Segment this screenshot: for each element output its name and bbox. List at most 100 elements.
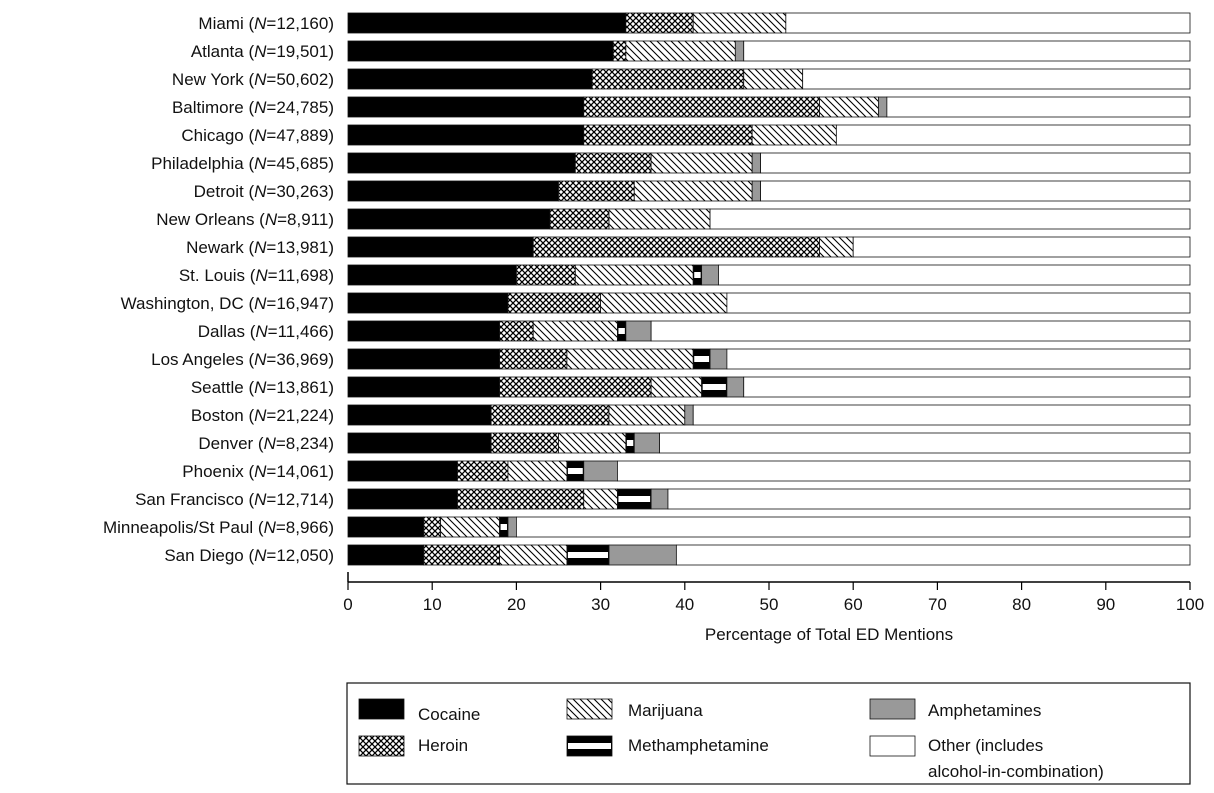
bar-segment-other: [726, 348, 1191, 370]
legend-swatch-amph: [869, 698, 916, 720]
category-label: Miami (N=12,160): [198, 14, 334, 33]
bar-segment-amph: [751, 152, 761, 174]
bar-segment-marijuana: [650, 152, 753, 174]
category-label: San Diego (N=12,050): [164, 546, 334, 565]
bar-segment-meth: [692, 348, 711, 370]
bar-segment-marijuana: [608, 404, 686, 426]
bar-segment-amph: [709, 348, 728, 370]
x-tick-label: 60: [844, 595, 863, 614]
bar-segment-heroin: [549, 208, 610, 230]
bar-segment-meth: [692, 264, 703, 286]
bar-segment-marijuana: [650, 376, 703, 398]
category-label: Baltimore (N=24,785): [172, 98, 334, 117]
bar-segment-cocaine: [347, 488, 458, 510]
legend-swatch-cocaine: [358, 698, 405, 720]
bar-segment-marijuana: [574, 264, 694, 286]
bar-segment-heroin: [457, 488, 585, 510]
category-label: Newark (N=13,981): [186, 238, 334, 257]
x-tick-label: 70: [928, 595, 947, 614]
bar-segment-heroin: [490, 404, 610, 426]
legend-label: Methamphetamine: [628, 736, 769, 755]
bar-segment-marijuana: [819, 96, 879, 118]
bar-segment-cocaine: [347, 208, 551, 230]
bar-segment-other: [692, 404, 1191, 426]
bar-segment-heroin: [499, 376, 652, 398]
bar-segment-amph: [608, 544, 677, 566]
category-label: Chicago (N=47,889): [181, 126, 334, 145]
bar-segment-meth: [617, 488, 652, 510]
bar-segment-other: [516, 516, 1191, 538]
bar-segment-heroin: [625, 12, 694, 34]
bar-segment-marijuana: [499, 544, 568, 566]
bar-segment-cocaine: [347, 432, 492, 454]
bar-segment-marijuana: [566, 348, 694, 370]
bar-segment-cocaine: [347, 96, 585, 118]
category-label: Washington, DC (N=16,947): [121, 294, 334, 313]
bar-segment-amph: [701, 264, 719, 286]
category-label: New York (N=50,602): [172, 70, 334, 89]
category-label: Dallas (N=11,466): [198, 322, 334, 341]
bar-segment-amph: [726, 376, 745, 398]
legend-label: Other (includes: [928, 736, 1043, 755]
category-label: New Orleans (N=8,911): [156, 210, 334, 229]
bar-segment-marijuana: [692, 12, 787, 34]
bar-segment-cocaine: [347, 320, 500, 342]
bar-segment-other: [886, 96, 1191, 118]
bar-segment-heroin: [583, 124, 753, 146]
bar-segment-cocaine: [347, 516, 425, 538]
x-axis-title: Percentage of Total ED Mentions: [705, 625, 953, 644]
bar-segment-other: [743, 40, 1191, 62]
category-label: Philadelphia (N=45,685): [151, 154, 334, 173]
legend-item-heroin: Heroin: [358, 735, 468, 757]
bar-segment-marijuana: [751, 124, 837, 146]
bar-segment-other: [760, 152, 1191, 174]
bar-segment-heroin: [516, 264, 576, 286]
bar-segment-other: [852, 236, 1191, 258]
x-tick-label: 30: [591, 595, 610, 614]
category-label: Seattle (N=13,861): [191, 378, 334, 397]
bar-segment-cocaine: [347, 68, 593, 90]
bar-segment-heroin: [490, 432, 559, 454]
category-label: Detroit (N=30,263): [194, 182, 334, 201]
legend-label-line2: alcohol-in-combination): [928, 762, 1104, 781]
legend-box: [346, 682, 1191, 785]
x-tick-label: 0: [343, 595, 352, 614]
bar-segment-amph: [751, 180, 761, 202]
bar-segment-meth: [701, 376, 728, 398]
category-label: St. Louis (N=11,698): [179, 266, 334, 285]
bar-segment-cocaine: [347, 180, 559, 202]
legend-swatch-meth: [566, 735, 613, 757]
bar-segment-heroin: [574, 152, 652, 174]
bar-segment-other: [726, 292, 1191, 314]
bar-segment-other: [743, 376, 1191, 398]
bar-segment-heroin: [507, 292, 602, 314]
bar-segment-heroin: [457, 460, 509, 482]
legend-swatch-heroin: [358, 735, 405, 757]
bar-segment-other: [802, 68, 1191, 90]
bar-segment-marijuana: [440, 516, 500, 538]
category-labels: Miami (N=12,160) Atlanta (N=19,501) New Yo…: [103, 14, 334, 565]
bar-segment-other: [675, 544, 1191, 566]
bar-segment-amph: [650, 488, 669, 510]
legend-item-meth: Methamphetamine: [566, 735, 769, 757]
bar-segment-other: [760, 180, 1191, 202]
bar-segment-cocaine: [347, 152, 576, 174]
bar-segment-cocaine: [347, 544, 425, 566]
bar-segment-cocaine: [347, 264, 517, 286]
bar-segment-heroin: [612, 40, 627, 62]
category-label: Phoenix (N=14,061): [182, 462, 334, 481]
legend-item-amph: Amphetamines: [869, 698, 1041, 720]
bar-segment-marijuana: [600, 292, 728, 314]
bars: [347, 12, 1191, 566]
bar-segment-amph: [684, 404, 694, 426]
x-tick-label: 90: [1096, 595, 1115, 614]
bar-segment-marijuana: [583, 488, 618, 510]
legend-item-other: Other (includes alcohol-in-combination): [869, 735, 1104, 781]
bar-segment-amph: [625, 320, 652, 342]
bar-segment-marijuana: [633, 180, 753, 202]
category-label: Minneapolis/St Paul (N=8,966): [103, 518, 334, 537]
legend-item-cocaine: Cocaine: [358, 698, 480, 724]
x-tick-label: 40: [675, 595, 694, 614]
bar-segment-amph: [734, 40, 745, 62]
bar-segment-cocaine: [347, 404, 492, 426]
